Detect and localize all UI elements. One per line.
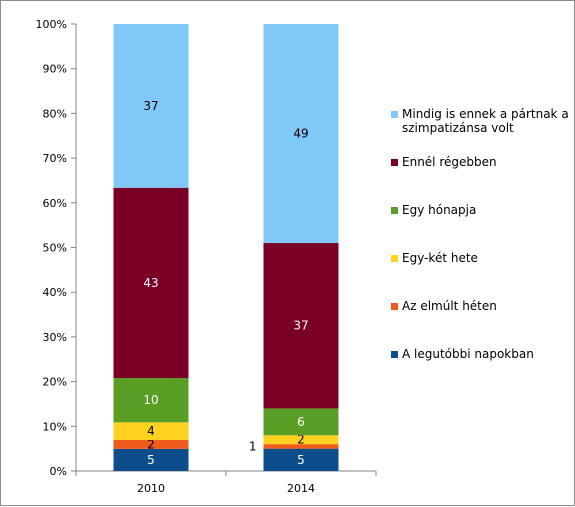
legend-swatch	[391, 255, 398, 262]
data-label: 49	[293, 127, 308, 141]
y-tick-label: 90%	[43, 63, 67, 76]
bar-segment	[113, 448, 189, 471]
y-tick-label: 10%	[43, 420, 67, 433]
bar-segment	[113, 378, 189, 423]
data-label: 6	[297, 415, 305, 429]
legend-swatch	[391, 207, 398, 214]
y-tick-label: 60%	[43, 197, 67, 210]
legend-label: szimpatizánsa volt	[402, 121, 514, 135]
bar-segment	[113, 24, 189, 188]
data-label: 1	[249, 439, 257, 453]
y-tick-label: 100%	[36, 18, 67, 31]
y-tick-label: 20%	[43, 376, 67, 389]
data-label: 4	[147, 424, 155, 438]
bar-segment	[263, 24, 339, 244]
legend-label: Egy hónapja	[402, 203, 476, 217]
data-label: 43	[143, 276, 158, 290]
legend-label: A legutóbbi napokban	[402, 347, 534, 361]
data-label: 5	[147, 453, 155, 467]
data-label: 2	[297, 433, 305, 447]
y-tick-label: 40%	[43, 286, 67, 299]
bar-segment	[113, 187, 189, 379]
data-label: 37	[143, 99, 158, 113]
legend-swatch	[391, 303, 398, 310]
legend-swatch	[391, 351, 398, 358]
bar-segment	[113, 422, 189, 441]
legend-swatch	[391, 111, 398, 118]
data-label: 10	[143, 393, 158, 407]
legend-label: Egy-két hete	[402, 251, 478, 265]
data-label: 37	[293, 319, 308, 333]
data-label: 2	[147, 437, 155, 451]
bar-segment	[113, 440, 189, 449]
y-tick-label: 50%	[43, 242, 67, 255]
bar-segment	[263, 444, 339, 449]
data-label: 5	[297, 453, 305, 467]
bar-segment	[263, 448, 339, 471]
bar-segment	[263, 435, 339, 445]
y-tick-label: 70%	[43, 152, 67, 165]
legend-label: Ennél régebben	[402, 155, 497, 169]
y-tick-label: 0%	[50, 465, 67, 478]
legend-label: Mindig is ennek a pártnak a	[402, 107, 569, 121]
x-tick-label: 2010	[137, 482, 165, 495]
y-tick-label: 30%	[43, 331, 67, 344]
bar-segment	[263, 408, 339, 436]
bar-segment	[263, 243, 339, 409]
legend-swatch	[391, 159, 398, 166]
y-tick-label: 80%	[43, 107, 67, 120]
legend-label: Az elmúlt héten	[402, 299, 497, 313]
x-tick-label: 2014	[287, 482, 315, 495]
